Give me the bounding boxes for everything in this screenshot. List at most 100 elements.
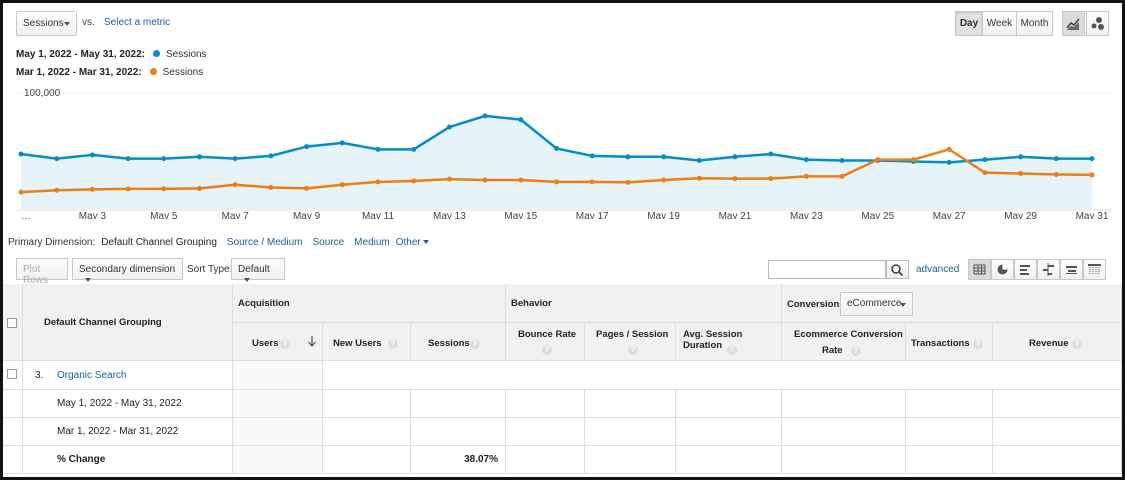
help-icon[interactable]: ? (973, 339, 983, 349)
x-tick-label: May 31 (1076, 211, 1109, 219)
transactions-cell (906, 446, 993, 474)
x-tick-label: May 25 (861, 211, 894, 219)
x-tick-label: May 7 (222, 211, 250, 219)
granularity-day-button[interactable]: Day (955, 11, 983, 36)
column-label: Revenue (1029, 338, 1069, 349)
term-cloud-view-button[interactable] (1060, 259, 1083, 280)
data-point (268, 184, 274, 190)
data-point (661, 177, 667, 183)
search-button[interactable] (886, 260, 909, 279)
revenue-cell (993, 418, 1122, 446)
conversion-type-select[interactable]: eCommerce (840, 292, 913, 316)
column-header-users[interactable]: Users? (233, 323, 323, 361)
help-icon[interactable]: ? (470, 339, 480, 349)
data-point (696, 158, 702, 164)
data-point (589, 153, 595, 159)
performance-view-button[interactable] (1014, 259, 1037, 280)
avg-duration-cell (676, 446, 782, 474)
column-header-ecommerce-conversion-rate[interactable]: Ecommerce Conversion Rate? (782, 323, 906, 361)
granularity-month-button[interactable]: Month (1016, 11, 1053, 36)
row-dimension-link[interactable]: Organic Search (57, 370, 127, 381)
help-icon[interactable]: ? (851, 346, 861, 356)
acquisition-label: Acquisition (238, 298, 290, 309)
series-dot-icon (152, 50, 160, 57)
help-icon[interactable]: ? (280, 339, 290, 349)
row-checkbox[interactable] (7, 369, 17, 379)
data-point (1089, 172, 1095, 178)
pages-session-cell (585, 390, 676, 418)
column-label: Ecommerce Conversion (794, 329, 903, 340)
transactions-cell (906, 418, 993, 446)
select-metric-link[interactable]: Select a metric (104, 17, 171, 28)
row-spacer (3, 390, 23, 418)
metric-select[interactable]: Sessions (16, 11, 77, 36)
column-header-avg-session-duration[interactable]: Avg. Session Duration? (676, 323, 782, 361)
column-header-transactions[interactable]: Transactions? (906, 323, 993, 361)
help-icon[interactable]: ? (1072, 339, 1082, 349)
help-icon[interactable]: ? (628, 345, 638, 355)
help-icon[interactable]: ? (727, 345, 737, 355)
data-point (89, 186, 95, 192)
dimension-source-link[interactable]: Source (312, 237, 345, 248)
table-row-previous-period: Mar 1, 2022 - Mar 31, 2022 (23, 418, 233, 446)
data-point (1053, 171, 1059, 177)
data-point (446, 176, 452, 182)
data-point (197, 185, 202, 191)
dimension-other-dropdown[interactable]: Other (396, 237, 429, 248)
granularity-week-button[interactable]: Week (982, 11, 1017, 36)
table-search-input[interactable] (768, 260, 886, 279)
help-icon[interactable]: ? (542, 345, 552, 355)
y-tick-label: 100,000 (24, 88, 61, 99)
line-chart-view-button[interactable] (1062, 11, 1085, 36)
pie-view-button[interactable] (991, 259, 1014, 280)
line-chart-icon (1066, 18, 1080, 30)
primary-dimension-label: Primary Dimension: (8, 237, 96, 248)
advanced-filter-link[interactable]: advanced (916, 264, 960, 275)
sort-type-value: Default (238, 264, 270, 275)
column-header-revenue[interactable]: Revenue? (993, 323, 1122, 361)
comparison-view-button[interactable] (1037, 259, 1060, 280)
grid-icon (973, 264, 986, 275)
series-area (21, 115, 1092, 210)
dimension-column-header[interactable]: Default Channel Grouping (23, 284, 233, 361)
conversion-type-value: eCommerce (847, 298, 902, 309)
select-all-checkbox[interactable] (7, 318, 17, 328)
primary-dimension-row: Primary Dimension: Default Channel Groupi… (8, 237, 435, 248)
data-point (768, 151, 774, 157)
data-point (54, 156, 60, 162)
column-header-sessions[interactable]: Sessions? (411, 323, 506, 361)
column-label: Pages / Session (596, 329, 669, 340)
x-tick-label: May 29 (1004, 211, 1037, 219)
secondary-dimension-label: Secondary dimension (79, 264, 176, 275)
x-tick-label: May 23 (790, 211, 823, 219)
data-point (696, 175, 702, 181)
avg-duration-cell (676, 418, 782, 446)
plot-rows-button[interactable]: Plot Rows (16, 258, 68, 286)
row-spacer (3, 418, 23, 446)
table-row-current-period: May 1, 2022 - May 31, 2022 (23, 390, 233, 418)
help-icon[interactable]: ? (388, 339, 398, 349)
column-header-pages-session[interactable]: Pages / Session? (585, 323, 676, 361)
column-header-bounce-rate[interactable]: Bounce Rate? (506, 323, 585, 361)
chevron-down-icon (85, 278, 91, 282)
motion-chart-view-button[interactable] (1086, 11, 1109, 36)
data-table-view-button[interactable] (968, 259, 991, 280)
column-label: Avg. Session Duration (683, 329, 743, 351)
acquisition-group-header: Acquisition (233, 284, 506, 323)
pivot-view-button[interactable] (1083, 259, 1106, 280)
data-point (339, 182, 345, 188)
sort-type-select[interactable]: Default (231, 258, 285, 282)
sort-type-label: Sort Type: (187, 264, 233, 275)
sessions-change-cell: 38.07% (411, 446, 506, 474)
column-header-new-users[interactable]: New Users? (323, 323, 411, 361)
data-point (268, 153, 274, 159)
bounce-rate-cell (506, 390, 585, 418)
dimension-medium-link[interactable]: Medium (354, 237, 390, 248)
data-point (161, 186, 167, 192)
secondary-dimension-select[interactable]: Secondary dimension (72, 258, 183, 282)
vs-label: vs. (82, 17, 95, 28)
legend-range: May 1, 2022 - May 31, 2022: (16, 49, 145, 60)
dimension-source-medium-link[interactable]: Source / Medium (226, 237, 303, 248)
data-point (1053, 156, 1059, 162)
